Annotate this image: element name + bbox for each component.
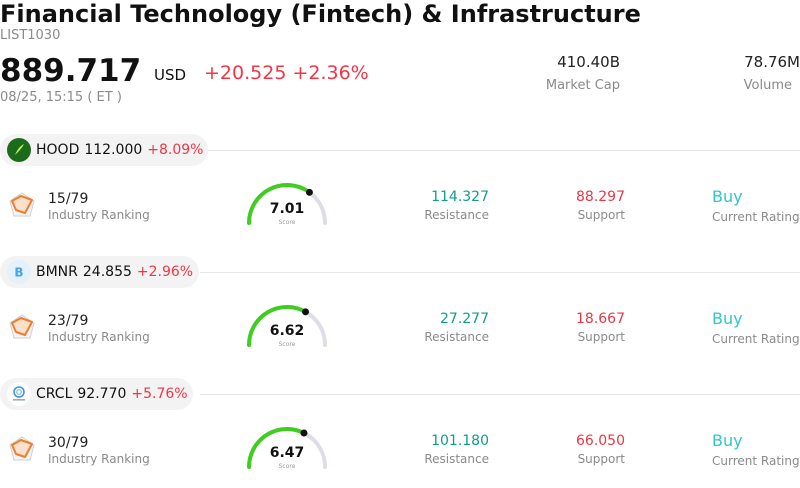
resistance-value: 101.180 (431, 433, 489, 449)
support-value: 66.050 (576, 433, 625, 449)
support-value: 88.297 (576, 189, 625, 205)
svg-text:B: B (14, 266, 23, 280)
support-value: 18.667 (576, 311, 625, 327)
market-cap-label: Market Cap (545, 78, 620, 93)
score-gauge-wrap (244, 424, 330, 470)
score-gauge-wrap (244, 302, 330, 348)
gauge-fill (247, 183, 312, 225)
current-rating-value[interactable]: Buy (712, 187, 743, 206)
support-label: Support (577, 208, 625, 222)
index-price: 889.717 (0, 53, 142, 89)
ranking-icon-wrap (8, 435, 36, 463)
stock-logo (7, 382, 31, 406)
score-gauge (247, 305, 327, 347)
stock-ticker: HOOD (36, 142, 80, 158)
robinhood-feather-icon (7, 138, 31, 162)
currency-label: USD (154, 66, 187, 84)
section-divider (200, 394, 800, 395)
score-label: Score (278, 463, 296, 470)
list-code: LIST1030 (0, 28, 61, 43)
support-label: Support (577, 452, 625, 466)
score-label: Score (278, 219, 296, 226)
resistance-label: Resistance (424, 208, 489, 222)
gauge-fill (247, 305, 308, 347)
ranking-icon-wrap (8, 191, 36, 219)
timestamp: 08/25, 15:15 ( ET ) (0, 90, 122, 105)
letter-b-icon: B (7, 260, 31, 284)
stock-price: 24.855 (82, 264, 132, 280)
radar-ranking-icon (9, 192, 35, 217)
price-change: +20.525 +2.36% (204, 62, 369, 84)
industry-rank-label: Industry Ranking (48, 208, 150, 222)
stock-change-percent: +5.76% (131, 386, 188, 402)
gauge-pointer (300, 429, 308, 437)
page-title: Financial Technology (Fintech) & Infrast… (0, 0, 641, 28)
industry-rank-label: Industry Ranking (48, 330, 150, 344)
score-gauge (247, 427, 327, 469)
change-value: +20.525 (204, 62, 287, 84)
stock-ticker: CRCL (36, 386, 73, 402)
current-rating-label: Current Rating (712, 210, 800, 224)
stock-price: 112.000 (84, 142, 143, 158)
stock-pill-bmnr[interactable]: B BMNR 24.855 +2.96% (0, 256, 199, 288)
industry-rank-label: Industry Ranking (48, 452, 150, 466)
current-rating-value[interactable]: Buy (712, 431, 743, 450)
score-value: 6.47 (269, 445, 305, 461)
circle-spiral-icon (7, 382, 31, 406)
resistance-value: 27.277 (440, 311, 489, 327)
resistance-value: 114.327 (431, 189, 489, 205)
volume-label: Volume (743, 78, 792, 93)
section-divider (200, 150, 800, 151)
stock-logo: B (7, 260, 31, 284)
volume-value: 78.76M (744, 53, 800, 71)
gauge-fill (247, 427, 306, 469)
score-value: 7.01 (269, 201, 305, 217)
resistance-label: Resistance (424, 330, 489, 344)
stock-ticker: BMNR (36, 264, 78, 280)
change-percent: +2.36% (292, 62, 369, 84)
industry-rank-value: 23/79 (48, 313, 89, 329)
current-rating-value[interactable]: Buy (712, 309, 743, 328)
current-rating-label: Current Rating (712, 332, 800, 346)
resistance-label: Resistance (424, 452, 489, 466)
score-label: Score (278, 341, 296, 348)
support-label: Support (577, 330, 625, 344)
gauge-pointer (302, 308, 310, 316)
stock-price: 92.770 (77, 386, 127, 402)
current-rating-label: Current Rating (712, 454, 800, 468)
score-gauge-wrap (244, 180, 330, 226)
stock-change-percent: +2.96% (136, 264, 194, 280)
radar-ranking-icon (9, 436, 35, 461)
score-gauge (247, 183, 327, 225)
ranking-icon-wrap (8, 313, 36, 341)
stock-pill-crcl[interactable]: CRCL 92.770 +5.76% (0, 378, 193, 410)
market-cap-value: 410.40B (557, 53, 620, 71)
section-divider (200, 272, 800, 273)
stock-pill-hood[interactable]: HOOD 112.000 +8.09% (0, 134, 208, 166)
stock-logo (7, 138, 31, 162)
score-value: 6.62 (269, 323, 305, 339)
industry-rank-value: 15/79 (48, 191, 89, 207)
industry-rank-value: 30/79 (48, 435, 89, 451)
radar-ranking-icon (9, 314, 35, 339)
stock-change-percent: +8.09% (147, 142, 204, 158)
gauge-pointer (305, 188, 313, 196)
